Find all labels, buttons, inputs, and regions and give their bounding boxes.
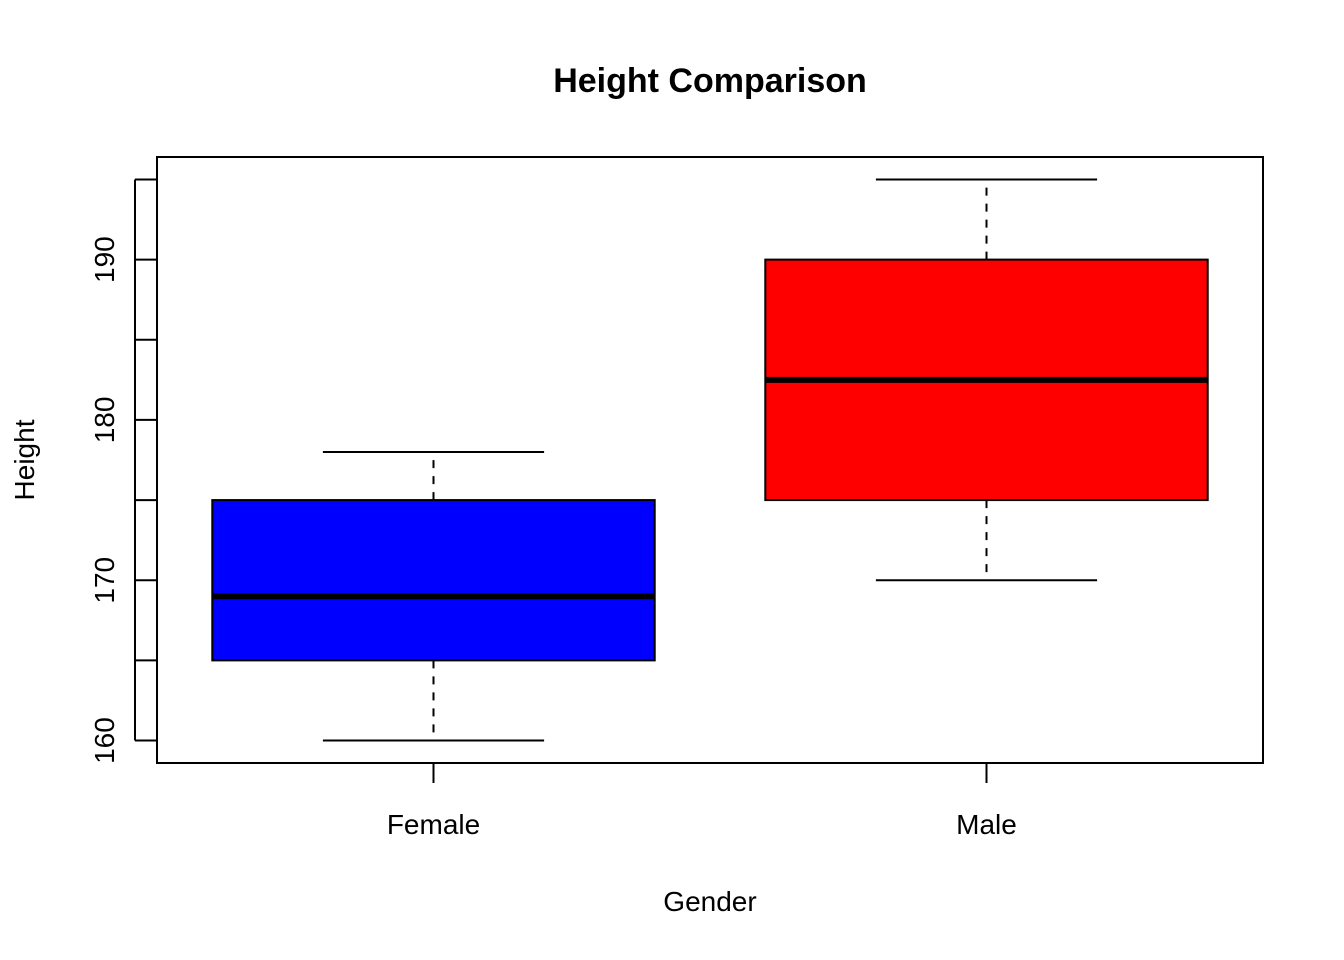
y-axis: 160 170 180 190 [89,178,156,764]
box-male [764,178,1209,582]
x-tick-label: Female [387,809,480,840]
y-tick-label: 180 [89,397,120,444]
y-tick-label: 190 [89,236,120,283]
x-axis-label: Gender [663,886,756,917]
boxes-layer [211,178,1209,742]
y-axis-label: Height [9,419,40,500]
y-tick-label: 170 [89,557,120,604]
box-female [211,450,656,742]
chart-title: Height Comparison [553,62,867,100]
y-tick-label: 160 [89,717,120,764]
x-axis: Female Male [387,763,1017,840]
x-tick-label: Male [956,809,1017,840]
iqr-box [211,499,656,662]
plot-frame [156,156,1264,764]
